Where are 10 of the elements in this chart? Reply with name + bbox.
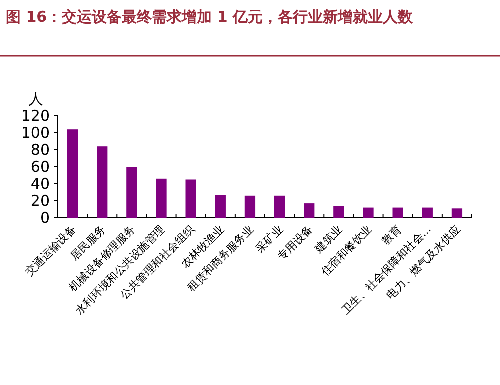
x-tick-label: 教育 (379, 222, 404, 248)
chart-title: 图 16：交运设备最终需求增加 1 亿元，各行业新增就业人数 (6, 8, 414, 26)
y-tick-label: 80 (30, 141, 50, 159)
y-tick-label: 0 (40, 209, 50, 227)
y-tick-label: 40 (30, 175, 50, 193)
y-tick-label: 100 (21, 124, 50, 142)
y-tick-label: 60 (30, 158, 50, 176)
y-tick-label: 20 (30, 192, 50, 210)
y-axis-title: 人 (28, 90, 44, 108)
y-tick-label: 120 (21, 107, 50, 125)
